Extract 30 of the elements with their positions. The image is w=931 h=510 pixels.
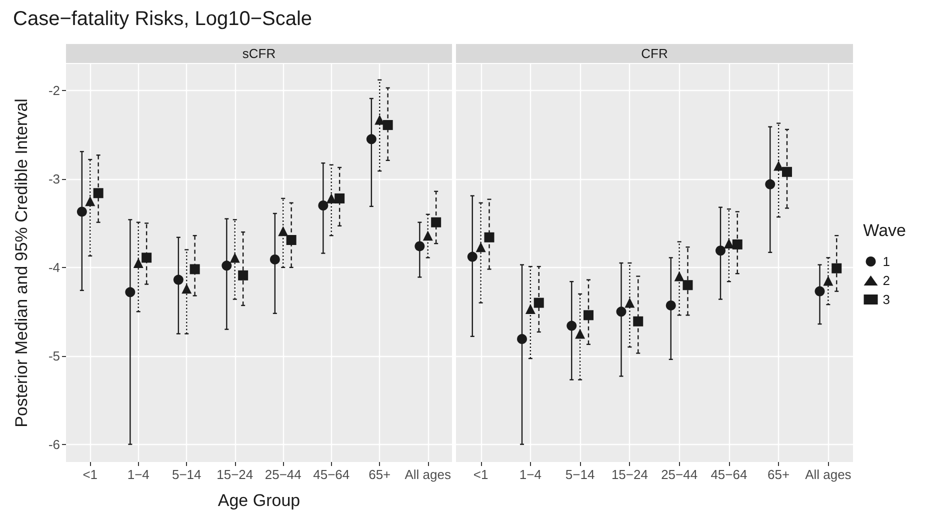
x-tick-label: 5−14	[565, 467, 595, 482]
x-axis-title: Age Group	[218, 491, 300, 510]
x-tick-label: 25−44	[264, 467, 302, 482]
x-tick-label: <1	[473, 467, 488, 482]
y-tick-label: -5	[48, 348, 60, 364]
legend-label: 2	[882, 273, 890, 288]
x-tick-label: <1	[82, 467, 98, 482]
x-tick-label: 45−64	[710, 467, 748, 482]
legend-label: 1	[882, 254, 890, 269]
x-tick-label: 25−44	[661, 467, 698, 482]
chart-subtitle: CFR	[641, 46, 668, 61]
y-tick-label: -3	[48, 171, 60, 186]
y-tick-label: -6	[48, 436, 60, 452]
x-tick-label: 1−4	[519, 467, 542, 482]
y-axis-title: Posterior Median and 95% Credible Interval	[12, 98, 31, 428]
x-tick-label: 65+	[768, 467, 790, 482]
x-tick-label: 15−24	[216, 467, 254, 482]
legend-title: Wave	[863, 221, 906, 240]
chart-title: Case−fatality Risks, Log10−Scale	[13, 8, 312, 30]
x-tick-label: 15−24	[611, 467, 648, 482]
y-tick-label: -2	[48, 83, 60, 98]
x-tick-label: 65+	[368, 467, 391, 482]
legend-label: 3	[882, 292, 890, 307]
y-tick-label: -4	[48, 260, 60, 275]
chart-subtitle: sCFR	[242, 46, 276, 61]
x-tick-label: 45−64	[313, 467, 350, 482]
x-tick-label: 1−4	[127, 467, 150, 482]
x-tick-label: 5−14	[172, 467, 202, 482]
x-tick-label: All ages	[404, 467, 452, 482]
x-tick-label: All ages	[805, 467, 852, 482]
